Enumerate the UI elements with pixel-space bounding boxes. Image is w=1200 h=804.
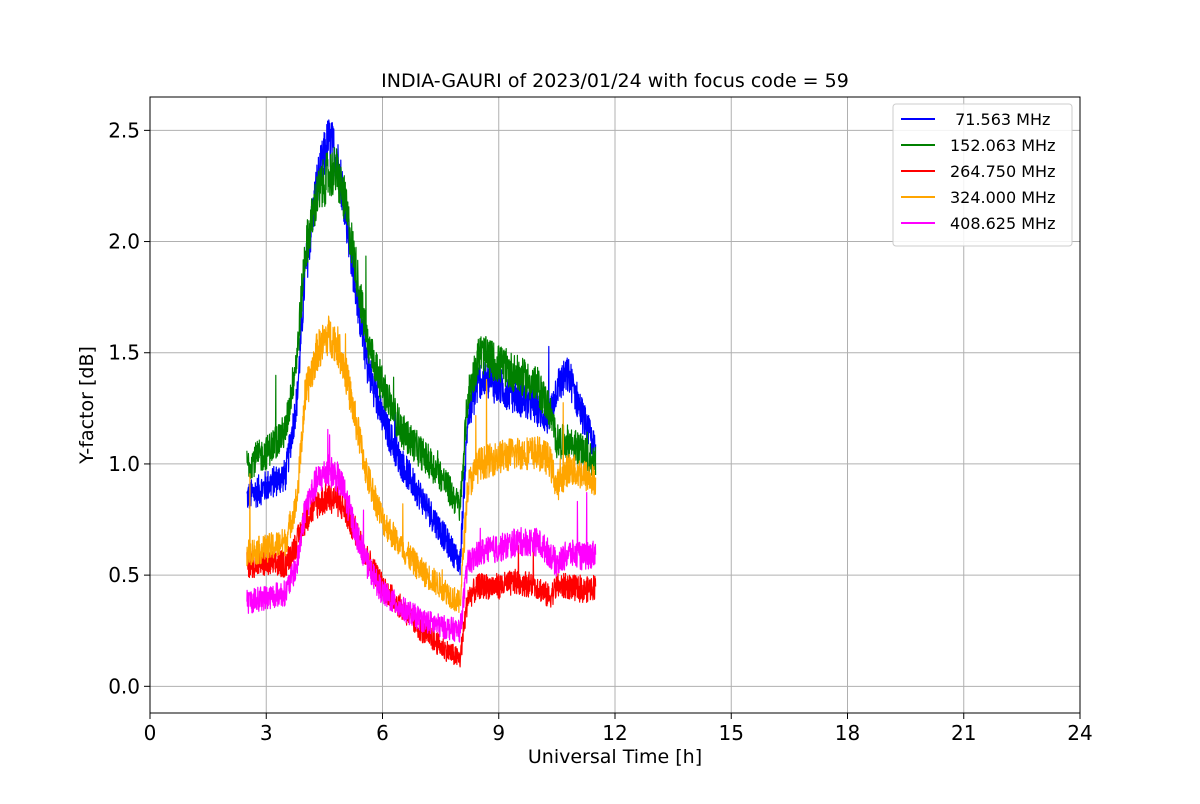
series-group: [246, 119, 597, 668]
x-tick-label: 24: [1067, 721, 1092, 745]
x-tick-label: 0: [144, 721, 157, 745]
y-tick-label: 1.0: [108, 452, 140, 476]
legend-label: 264.750 MHz: [950, 162, 1055, 181]
y-tick-label: 0.5: [108, 563, 140, 587]
y-tick-label: 2.0: [108, 230, 140, 254]
legend-label: 152.063 MHz: [950, 136, 1055, 155]
x-axis-label: Universal Time [h]: [528, 746, 702, 768]
legend-box: [892, 103, 1073, 247]
x-tick-label: 12: [602, 721, 627, 745]
y-axis-label: Y-factor [dB]: [76, 346, 98, 465]
chart-title: INDIA-GAURI of 2023/01/24 with focus cod…: [381, 70, 849, 92]
legend: 71.563 MHz 152.063 MHz 264.750 MHz 324.000 …: [892, 103, 1073, 247]
x-tick-label: 21: [951, 721, 976, 745]
legend-label: 71.563 MHz: [950, 110, 1050, 129]
y-tick-label: 0.0: [108, 674, 140, 698]
series-line-4: [246, 428, 597, 643]
ticks: 0 3 6 9 12 15 18 21 24 0.0 0.5 1.0 1.5 2.0 2.5: [108, 118, 1093, 745]
x-tick-label: 18: [835, 721, 860, 745]
x-tick-label: 3: [260, 721, 273, 745]
x-tick-label: 6: [376, 721, 389, 745]
legend-label: 408.625 MHz: [950, 214, 1055, 233]
series-line-1: [246, 146, 597, 521]
y-tick-label: 2.5: [108, 118, 140, 142]
y-tick-label: 1.5: [108, 341, 140, 365]
x-tick-label: 9: [492, 721, 505, 745]
legend-label: 324.000 MHz: [950, 188, 1055, 207]
series-line-3: [246, 315, 597, 613]
x-tick-label: 15: [719, 721, 744, 745]
